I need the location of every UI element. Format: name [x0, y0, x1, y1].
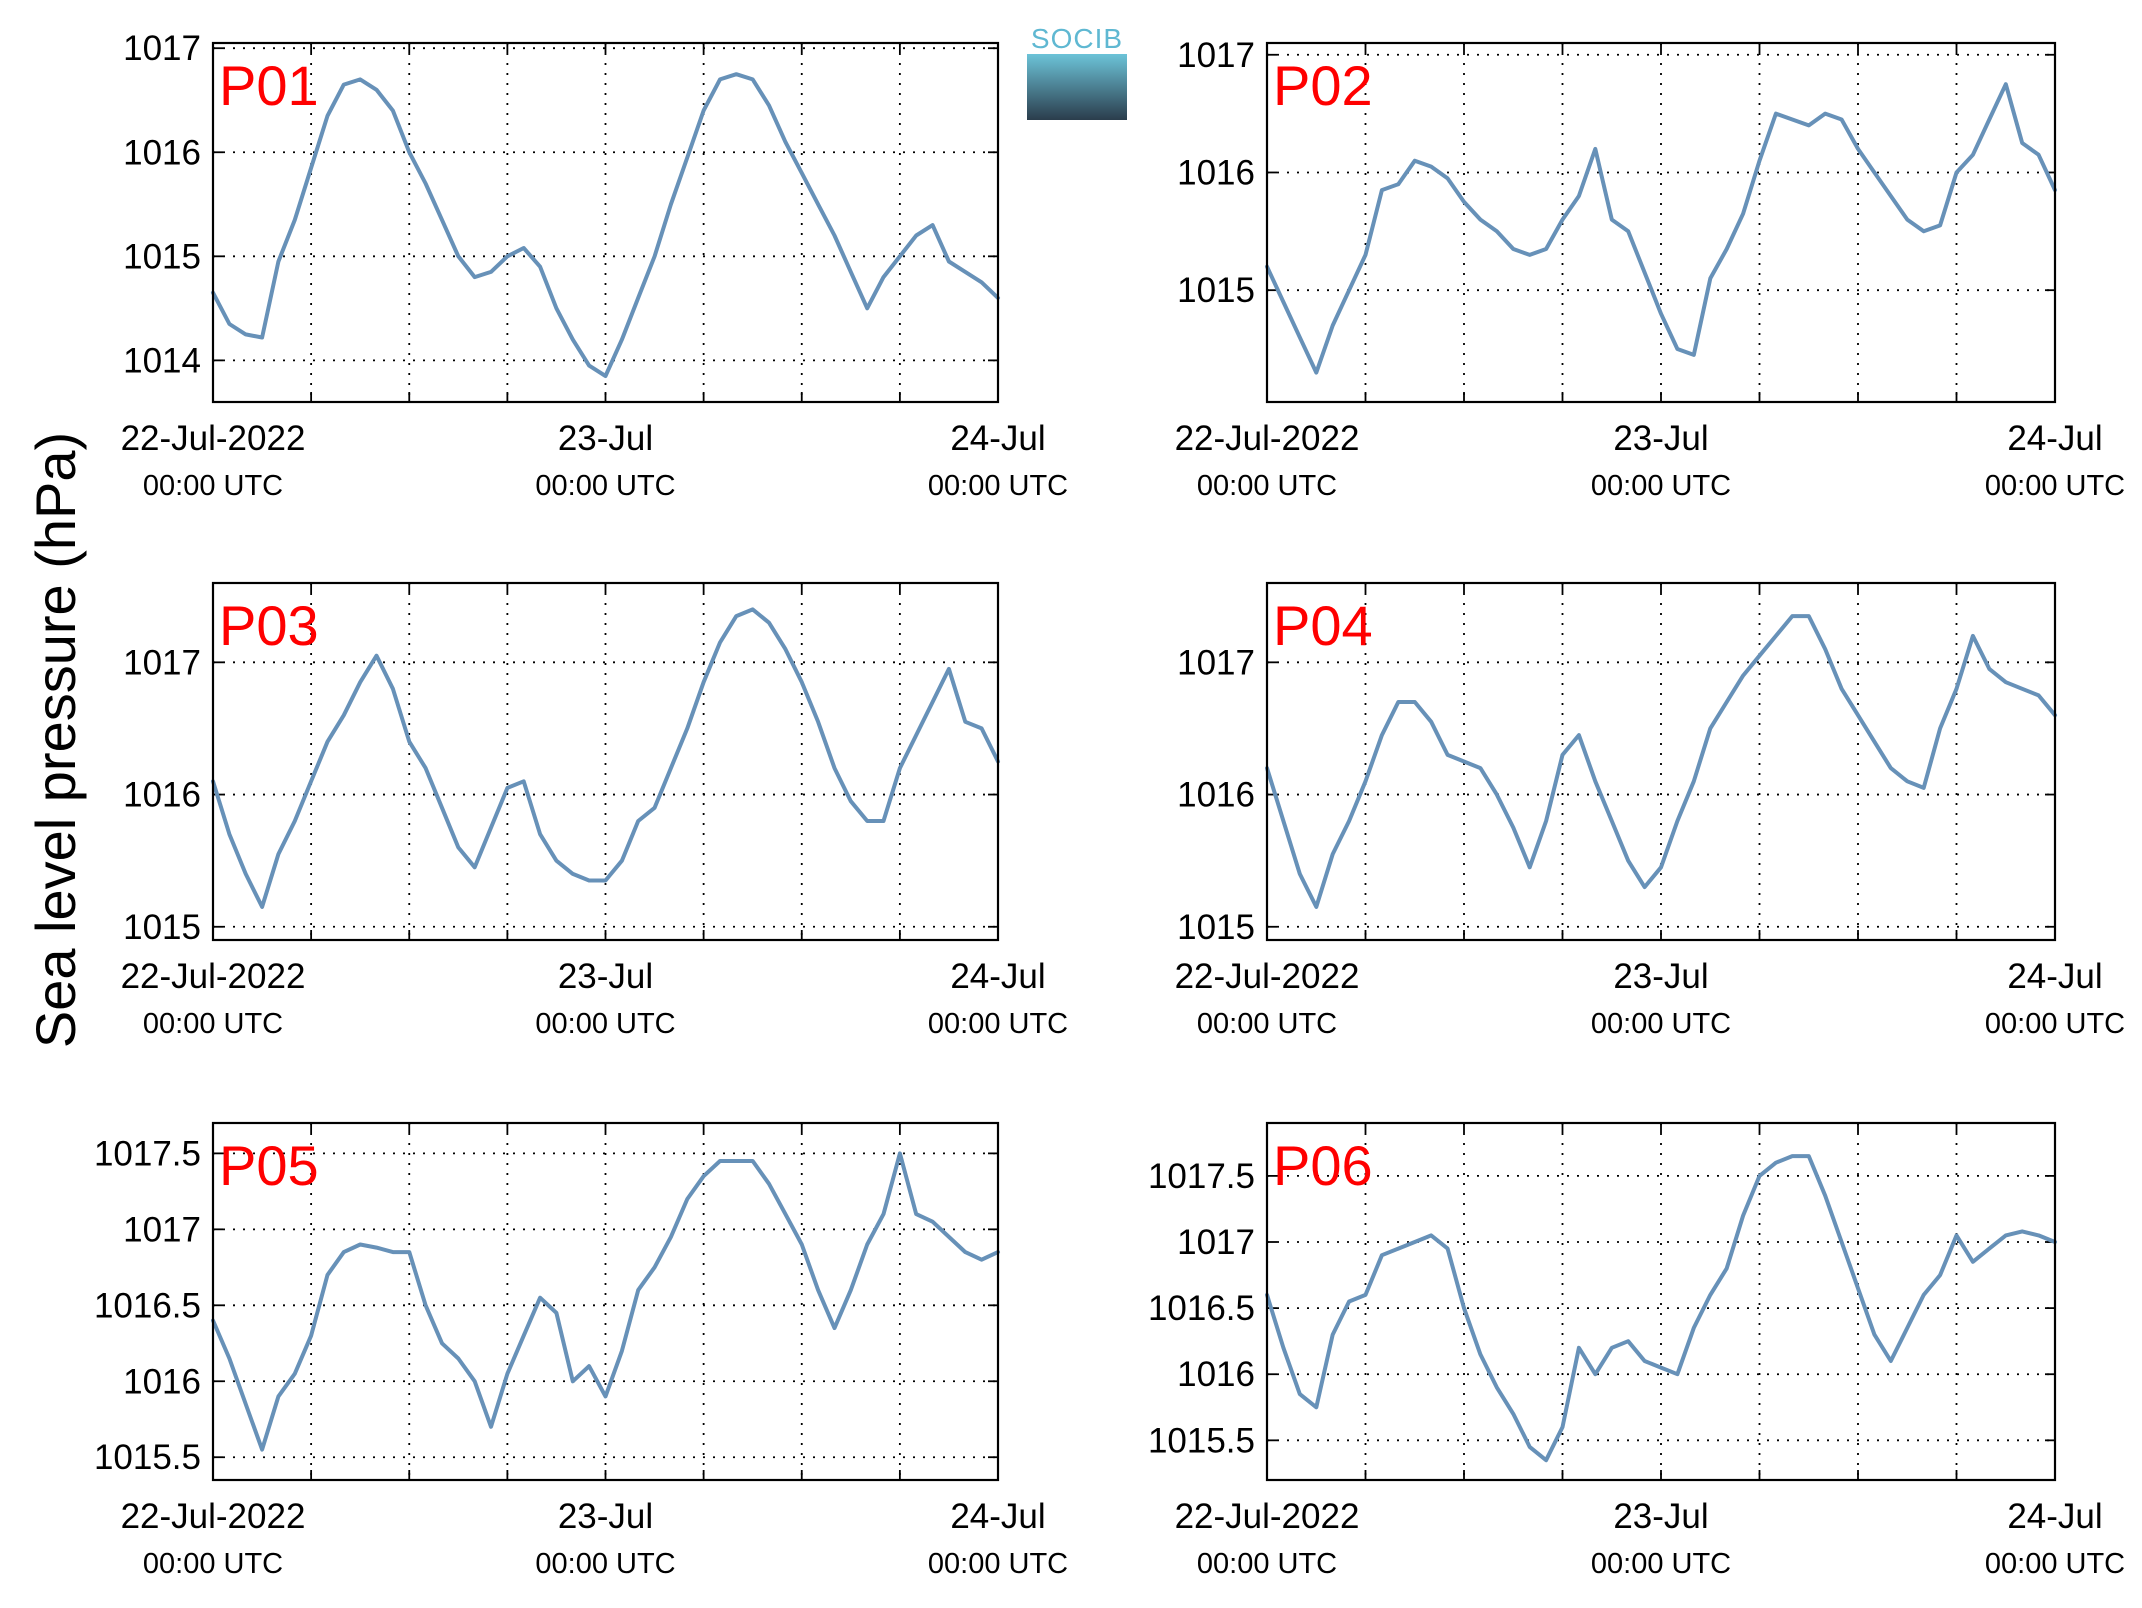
y-tick-label: 1016	[123, 133, 201, 172]
x-tick-time-label: 00:00 UTC	[1591, 1548, 1731, 1580]
x-tick-time-label: 00:00 UTC	[1985, 1008, 2125, 1040]
x-tick-time-label: 00:00 UTC	[535, 1548, 675, 1580]
pressure-series-line	[211, 607, 1000, 909]
panel-02: 1015 1016 1017 22-Jul-2022 00:00 UTC 23-Jul 00…	[1175, 36, 2126, 502]
y-axis-label: Sea level pressure (hPa)	[24, 432, 87, 1048]
pressure-series-line	[1265, 82, 2057, 375]
x-tick-label: 22-Jul-2022	[121, 957, 306, 996]
x-tick-time-label: 00:00 UTC	[143, 1548, 283, 1580]
panel-03: 1015 1016 1017 22-Jul-2022 00:00 UTC 23-Jul 00…	[121, 581, 1068, 1040]
plot-frame	[1265, 41, 2057, 404]
y-tick-label: 1016.5	[1148, 1289, 1255, 1328]
x-tick-time-label: 00:00 UTC	[143, 1008, 283, 1040]
x-tick-time-label: 00:00 UTC	[1591, 1008, 1731, 1040]
x-tick-time-label: 00:00 UTC	[1197, 470, 1337, 502]
plot-frame	[1265, 581, 2057, 942]
panels: 1014 1015 1016 1017 22-Jul-2022 00:00 UTC 23-J…	[94, 29, 2125, 1580]
y-tick-label: 1017	[123, 1210, 201, 1249]
y-tick-label: 1017	[123, 643, 201, 682]
y-tick-label: 1017	[1177, 643, 1255, 682]
x-tick-label: 23-Jul	[558, 1497, 653, 1536]
x-tick-label: 24-Jul	[950, 419, 1045, 458]
x-tick-label: 22-Jul-2022	[1175, 419, 1360, 458]
panel-06: 1015.5 1016 1016.5 1017 1017.5 22-Jul-2022 00:…	[1148, 1121, 2125, 1580]
x-tick-time-label: 00:00 UTC	[1197, 1548, 1337, 1580]
y-tick-label: 1016	[1177, 776, 1255, 815]
socib-logo-text: SOCIB	[1031, 23, 1123, 54]
y-tick-label: 1015.5	[94, 1438, 201, 1477]
plot-frame	[211, 1121, 1000, 1482]
x-tick-time-label: 00:00 UTC	[928, 1548, 1068, 1580]
x-tick-time-label: 00:00 UTC	[928, 1008, 1068, 1040]
x-tick-time-label: 00:00 UTC	[1985, 470, 2125, 502]
panel-label: P05	[219, 1134, 319, 1197]
y-tick-label: 1016	[123, 776, 201, 815]
x-tick-label: 24-Jul	[950, 1497, 1045, 1536]
x-tick-time-label: 00:00 UTC	[1591, 470, 1731, 502]
panel-label: P04	[1273, 594, 1373, 657]
plot-frame	[211, 581, 1000, 942]
x-tick-label: 23-Jul	[1613, 419, 1708, 458]
x-tick-label: 24-Jul	[2007, 419, 2102, 458]
pressure-series-line	[211, 1151, 1000, 1452]
y-tick-label: 1015	[1177, 271, 1255, 310]
y-tick-label: 1016.5	[94, 1286, 201, 1325]
panel-05: 1015.5 1016 1016.5 1017 1017.5 22-Jul-2022 00:…	[94, 1121, 1068, 1580]
x-tick-label: 23-Jul	[558, 419, 653, 458]
panel-04: 1015 1016 1017 22-Jul-2022 00:00 UTC 23-Jul 00…	[1175, 581, 2125, 1040]
x-tick-label: 23-Jul	[1613, 1497, 1708, 1536]
pressure-series-line	[1265, 614, 2057, 909]
x-tick-time-label: 00:00 UTC	[928, 470, 1068, 502]
x-tick-time-label: 00:00 UTC	[1197, 1008, 1337, 1040]
y-tick-label: 1015	[123, 908, 201, 947]
socib-logo-block	[1027, 54, 1127, 120]
panel-label: P03	[219, 594, 319, 657]
y-tick-label: 1017	[1177, 1223, 1255, 1262]
x-tick-time-label: 00:00 UTC	[535, 1008, 675, 1040]
plot-frame	[211, 41, 1000, 404]
socib-logo: SOCIB	[1027, 23, 1127, 120]
x-tick-time-label: 00:00 UTC	[1985, 1548, 2125, 1580]
plot-frame	[1265, 1121, 2057, 1482]
y-tick-label: 1016	[1177, 1355, 1255, 1394]
x-tick-label: 22-Jul-2022	[121, 1497, 306, 1536]
pressure-series-line	[1265, 1154, 2057, 1463]
panel-01: 1014 1015 1016 1017 22-Jul-2022 00:00 UTC 23-J…	[121, 29, 1069, 502]
x-tick-time-label: 00:00 UTC	[143, 470, 283, 502]
y-tick-label: 1016	[123, 1362, 201, 1401]
y-tick-label: 1016	[1177, 153, 1255, 192]
y-tick-label: 1017.5	[1148, 1157, 1255, 1196]
panel-label: P06	[1273, 1134, 1373, 1197]
x-tick-label: 22-Jul-2022	[1175, 957, 1360, 996]
y-tick-label: 1017	[1177, 36, 1255, 75]
y-tick-label: 1017	[123, 29, 201, 68]
panel-label: P01	[219, 54, 319, 117]
y-tick-label: 1015.5	[1148, 1421, 1255, 1460]
x-tick-label: 22-Jul-2022	[1175, 1497, 1360, 1536]
y-tick-label: 1015	[1177, 908, 1255, 947]
x-tick-label: 24-Jul	[950, 957, 1045, 996]
y-tick-label: 1014	[123, 341, 201, 380]
x-tick-label: 23-Jul	[558, 957, 653, 996]
x-tick-label: 24-Jul	[2007, 1497, 2102, 1536]
y-tick-label: 1015	[123, 237, 201, 276]
x-tick-label: 22-Jul-2022	[121, 419, 306, 458]
y-tick-label: 1017.5	[94, 1134, 201, 1173]
pressure-series-line	[211, 72, 1000, 378]
x-tick-time-label: 00:00 UTC	[535, 470, 675, 502]
x-tick-label: 23-Jul	[1613, 957, 1708, 996]
x-tick-label: 24-Jul	[2007, 957, 2102, 996]
panel-label: P02	[1273, 54, 1373, 117]
